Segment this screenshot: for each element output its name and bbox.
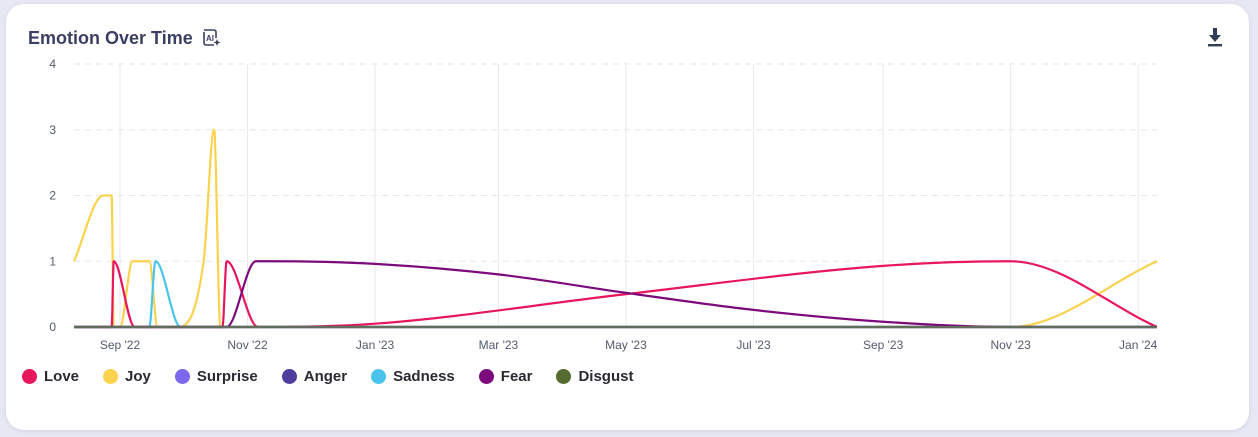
y-tick-label: 0 <box>49 320 56 334</box>
legend-dot-icon <box>174 369 190 384</box>
legend-label: Joy <box>125 368 151 385</box>
legend-label: Disgust <box>578 368 634 385</box>
x-tick-label: Sep '23 <box>863 338 904 352</box>
x-tick-label: Jan '24 <box>1119 338 1158 352</box>
legend-item-fear[interactable]: Fear <box>478 368 533 385</box>
legend-item-love[interactable]: Love <box>22 368 79 385</box>
legend-label: Fear <box>500 368 533 385</box>
x-tick-label: Nov '23 <box>990 338 1031 352</box>
legend-item-anger[interactable]: Anger <box>281 368 348 385</box>
series-line-fear <box>74 260 1157 329</box>
y-tick-label: 4 <box>49 57 56 71</box>
y-tick-label: 2 <box>49 189 56 203</box>
card-header: Emotion Over Time AI <box>28 26 221 50</box>
x-tick-label: Sep '22 <box>100 338 141 352</box>
legend-dot-icon <box>478 369 494 384</box>
svg-text:AI: AI <box>206 34 214 43</box>
x-tick-label: Nov '22 <box>227 338 268 352</box>
download-icon[interactable] <box>1205 26 1225 48</box>
series-line-sadness <box>74 260 1157 329</box>
chart-title: Emotion Over Time <box>28 27 193 48</box>
series-line-joy <box>72 128 1158 329</box>
x-tick-label: Mar '23 <box>479 338 519 352</box>
legend-dot-icon <box>103 369 119 384</box>
legend-dot-icon <box>22 369 37 384</box>
legend-item-disgust[interactable]: Disgust <box>556 368 633 385</box>
legend-dot-icon <box>371 369 387 384</box>
series-line-love <box>74 260 1158 329</box>
y-tick-label: 3 <box>49 123 56 137</box>
chart-legend: Love Joy Surprise Anger Sadness Fear Disgust <box>22 368 657 385</box>
legend-label: Love <box>44 368 80 385</box>
legend-item-joy[interactable]: Joy <box>103 368 151 385</box>
ai-sparkle-icon[interactable]: AI <box>201 28 221 48</box>
legend-dot-icon <box>281 369 297 384</box>
legend-item-sadness[interactable]: Sadness <box>371 368 455 385</box>
y-tick-label: 1 <box>49 254 56 268</box>
emotion-chart-card: Emotion Over Time AI <box>6 4 1249 430</box>
legend-label: Surprise <box>196 368 258 385</box>
legend-label: Sadness <box>393 368 455 385</box>
x-tick-label: May '23 <box>605 338 647 352</box>
x-tick-label: Jul '23 <box>736 338 771 352</box>
legend-dot-icon <box>556 369 572 384</box>
legend-label: Anger <box>303 368 348 385</box>
x-tick-label: Jan '23 <box>356 338 395 352</box>
legend-item-surprise[interactable]: Surprise <box>174 368 258 385</box>
